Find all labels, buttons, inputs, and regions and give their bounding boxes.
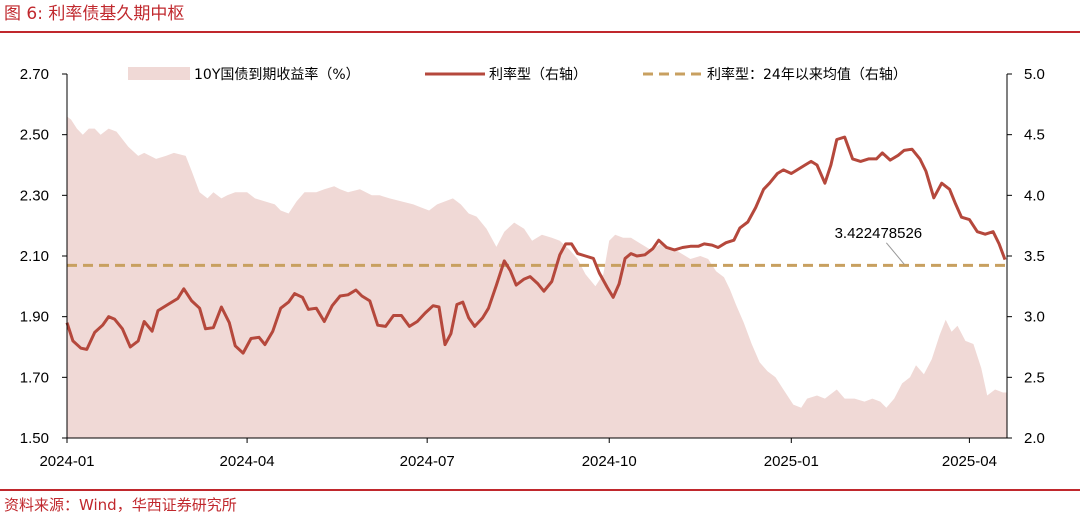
x-tick-label: 2025-01 <box>764 453 819 470</box>
y-right-tick-label: 4.5 <box>1024 127 1045 144</box>
x-tick-label: 2024-10 <box>582 453 637 470</box>
y-right-tick-label: 4.0 <box>1024 187 1045 204</box>
source-note: 资料来源：Wind，华西证券研究所 <box>4 496 237 514</box>
x-tick-label: 2024-04 <box>220 453 275 470</box>
y-left-tick-label: 1.90 <box>20 309 49 326</box>
x-tick-label: 2024-07 <box>400 453 455 470</box>
y-right-tick-label: 3.5 <box>1024 248 1045 265</box>
annotation-leader-line <box>885 242 905 265</box>
y-left-tick-label: 1.50 <box>20 430 49 447</box>
series-rate-fund-line <box>65 135 1007 355</box>
y-left-tick-label: 2.70 <box>20 66 49 83</box>
source-rule <box>0 489 1080 491</box>
y-left-tick-label: 2.10 <box>20 248 49 265</box>
figure-title: 图 6: 利率债基久期中枢 <box>4 4 185 24</box>
legend-swatch-10y-yield <box>128 67 190 80</box>
y-left-tick-label: 2.30 <box>20 187 49 204</box>
y-right-tick-label: 2.0 <box>1024 430 1045 447</box>
y-left-tick-label: 1.70 <box>20 369 49 386</box>
legend-label-rate-fund: 利率型（右轴） <box>489 66 587 83</box>
y-right-tick-label: 5.0 <box>1024 66 1045 83</box>
series-10y-yield-area <box>67 116 1007 438</box>
y-left-tick-label: 2.50 <box>20 127 49 144</box>
y-right-tick-label: 2.5 <box>1024 369 1045 386</box>
x-tick-label: 2024-01 <box>39 453 94 470</box>
x-tick-label: 2025-04 <box>942 453 997 470</box>
y-right-tick-label: 3.0 <box>1024 309 1045 326</box>
legend-label-mean: 利率型：24年以来均值（右轴） <box>707 66 907 83</box>
title-rule <box>0 31 1080 33</box>
mean-value-annotation: 3.422478526 <box>835 225 923 242</box>
legend-label-10y-yield: 10Y国债到期收益率（%） <box>194 66 360 83</box>
